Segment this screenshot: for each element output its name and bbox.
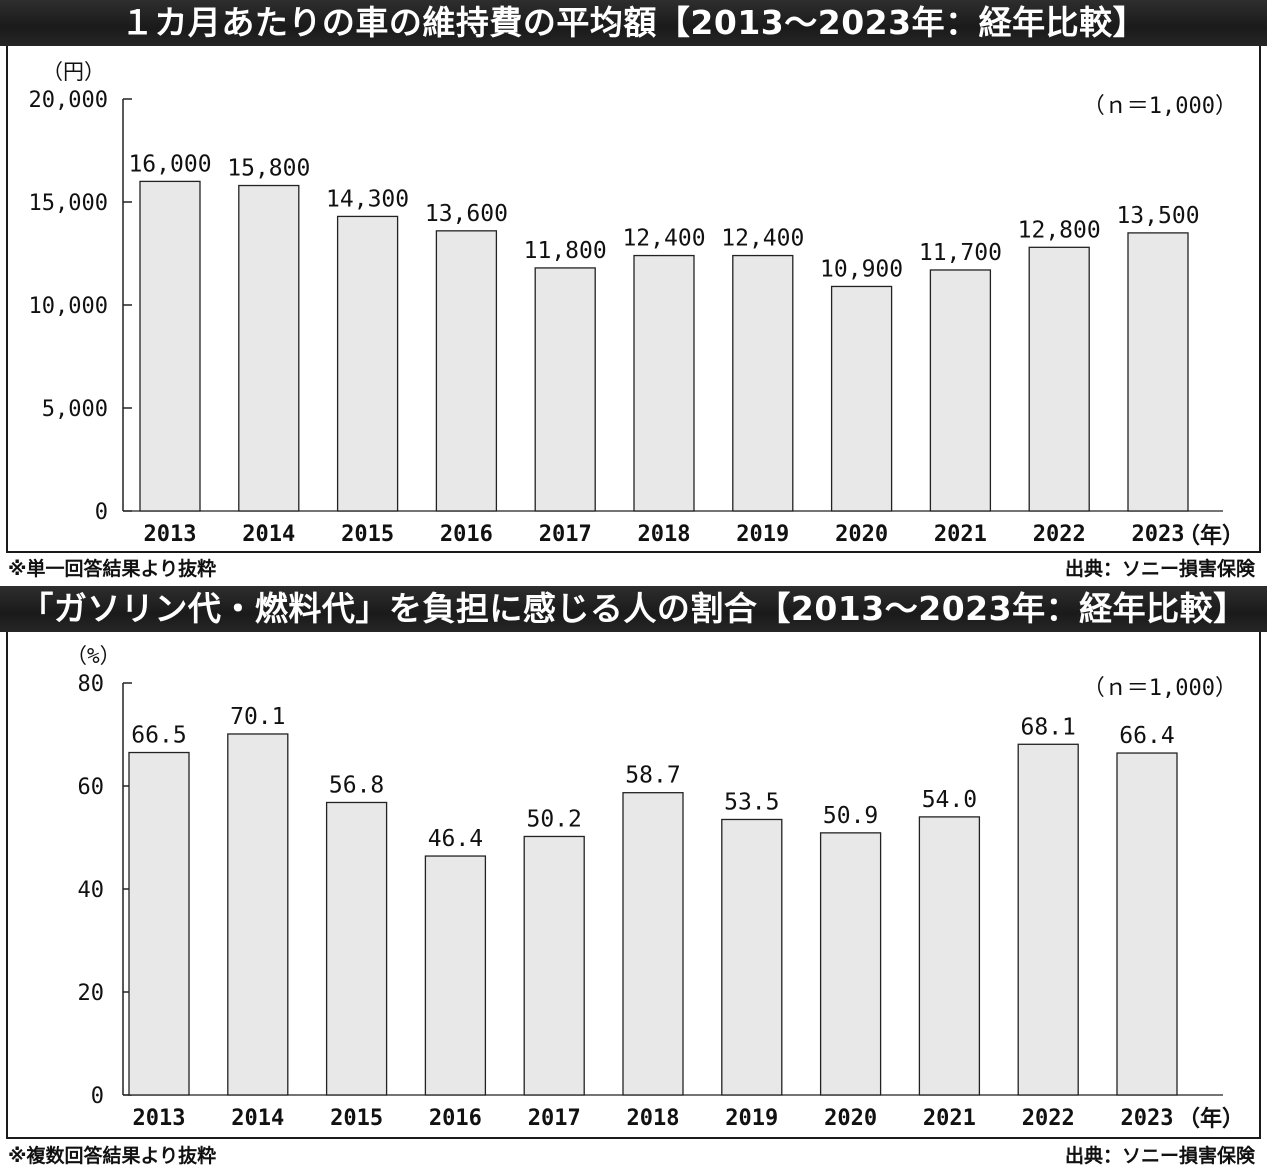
x-axis-unit: （年） — [1178, 524, 1245, 549]
data-label: 50.9 — [823, 803, 878, 829]
data-label: 13,500 — [1116, 203, 1199, 229]
y-tick-label: 60 — [78, 775, 105, 800]
data-label: 11,800 — [524, 238, 607, 264]
y-tick-label: 5,000 — [42, 397, 108, 422]
bar-chart-maintenance-cost: 0 5,000 10,000 15,000 20,000 16,000 2013 15,800… — [29, 88, 1223, 547]
chart-title: 「ガソリン代・燃料代」を負担に感じる人の割合【2013～2023年：経年比較】 — [0, 586, 1267, 632]
x-tick-label: 2015 — [341, 522, 394, 547]
footnote: ※複数回答結果より抜粋 — [8, 1145, 217, 1167]
x-tick-label: 2014 — [242, 522, 295, 547]
bar-2018 — [633, 254, 695, 512]
data-label: 11,700 — [919, 240, 1002, 266]
data-label: 14,300 — [326, 186, 409, 212]
bar-2021 — [929, 269, 992, 512]
bar-2023 — [1127, 232, 1189, 512]
x-axis-unit: （年） — [1178, 1107, 1245, 1132]
bar-2015 — [336, 215, 399, 512]
footnote: ※単一回答結果より抜粋 — [8, 558, 217, 580]
y-axis-unit: （%） — [66, 644, 121, 668]
source-credit: 出典：ソニー損害保険 — [1064, 1145, 1255, 1167]
bar-2022 — [1017, 743, 1079, 1096]
data-label: 54.0 — [922, 787, 977, 813]
bar-2014 — [238, 184, 300, 512]
data-label: 66.5 — [131, 723, 186, 749]
x-tick-label: 2019 — [736, 522, 789, 547]
data-label: 56.8 — [329, 772, 384, 798]
bar-2018 — [622, 792, 684, 1096]
data-label: 46.4 — [428, 826, 483, 852]
data-label: 13,600 — [425, 201, 508, 227]
y-axis-unit: （円） — [42, 60, 105, 84]
data-label: 15,800 — [227, 156, 310, 182]
x-tick-label: 2018 — [627, 1106, 680, 1131]
data-label: 53.5 — [724, 789, 779, 815]
x-tick-label: 2022 — [1022, 1106, 1075, 1131]
data-label: 16,000 — [128, 151, 211, 177]
bar-2019 — [721, 818, 783, 1096]
sample-size-label: （ｎ＝1,000） — [1082, 676, 1237, 701]
data-label: 70.1 — [230, 704, 285, 730]
bar-2017 — [523, 835, 585, 1096]
bar-2017 — [534, 267, 596, 512]
data-label: 66.4 — [1119, 723, 1174, 749]
bar-2014 — [227, 733, 289, 1096]
y-tick-label: 0 — [91, 1084, 104, 1109]
x-tick-label: 2013 — [133, 1106, 186, 1131]
bar-2020 — [819, 832, 882, 1096]
bar-2013 — [128, 751, 190, 1096]
source-credit: 出典：ソニー損害保険 — [1064, 558, 1255, 580]
chart-area: （%） （ｎ＝1,000） （年） 0 20 40 60 80 66.5 2013 70.1 2… — [6, 632, 1261, 1139]
x-tick-label: 2017 — [528, 1106, 581, 1131]
x-tick-label: 2018 — [638, 522, 691, 547]
x-tick-label: 2019 — [725, 1106, 778, 1131]
x-tick-label: 2015 — [330, 1106, 383, 1131]
bar-2016 — [424, 855, 487, 1096]
bar-2016 — [435, 230, 498, 512]
data-label: 12,400 — [721, 226, 804, 252]
x-tick-label: 2016 — [440, 522, 493, 547]
x-tick-label: 2013 — [144, 522, 197, 547]
x-tick-label: 2014 — [231, 1106, 284, 1131]
y-tick-label: 10,000 — [29, 294, 108, 319]
x-tick-label: 2022 — [1033, 522, 1086, 547]
maintenance-cost-panel: １カ月あたりの車の維持費の平均額【2013～2023年：経年比較】 （円） （ｎ… — [0, 0, 1267, 586]
x-tick-label: 2017 — [539, 522, 592, 547]
x-tick-label: 2021 — [923, 1106, 976, 1131]
y-tick-label: 20,000 — [29, 88, 108, 113]
y-tick-label: 20 — [78, 981, 105, 1006]
bar-2013 — [139, 180, 201, 512]
x-tick-label: 2023 — [1121, 1106, 1174, 1131]
y-tick-label: 15,000 — [29, 191, 108, 216]
bar-2015 — [325, 801, 388, 1096]
data-label: 10,900 — [820, 256, 903, 282]
data-label: 68.1 — [1021, 714, 1076, 740]
bar-2021 — [918, 816, 981, 1096]
data-label: 12,400 — [622, 226, 705, 252]
bar-2019 — [732, 254, 794, 512]
y-tick-label: 40 — [78, 878, 105, 903]
chart-area: （円） （ｎ＝1,000） （年） 0 5,000 10,000 15,000 20,0… — [6, 46, 1261, 553]
bar-2020 — [830, 285, 893, 512]
x-tick-label: 2020 — [835, 522, 888, 547]
bar-2023 — [1116, 752, 1178, 1096]
x-tick-label: 2020 — [824, 1106, 877, 1131]
x-tick-label: 2023 — [1132, 522, 1185, 547]
y-tick-label: 80 — [78, 672, 105, 697]
data-label: 58.7 — [625, 763, 680, 789]
data-label: 50.2 — [527, 806, 582, 832]
x-tick-label: 2021 — [934, 522, 987, 547]
data-label: 12,800 — [1018, 217, 1101, 243]
bar-chart-fuel-burden: 0 20 40 60 80 66.5 2013 70.1 2014 56.8 2015 46.4 201… — [78, 672, 1223, 1131]
fuel-burden-panel: 「ガソリン代・燃料代」を負担に感じる人の割合【2013～2023年：経年比較】 … — [0, 586, 1267, 1173]
x-tick-label: 2016 — [429, 1106, 482, 1131]
sample-size-label: （ｎ＝1,000） — [1082, 94, 1237, 119]
chart-title: １カ月あたりの車の維持費の平均額【2013～2023年：経年比較】 — [0, 0, 1267, 46]
bar-2022 — [1028, 246, 1090, 512]
y-tick-label: 0 — [95, 500, 108, 525]
